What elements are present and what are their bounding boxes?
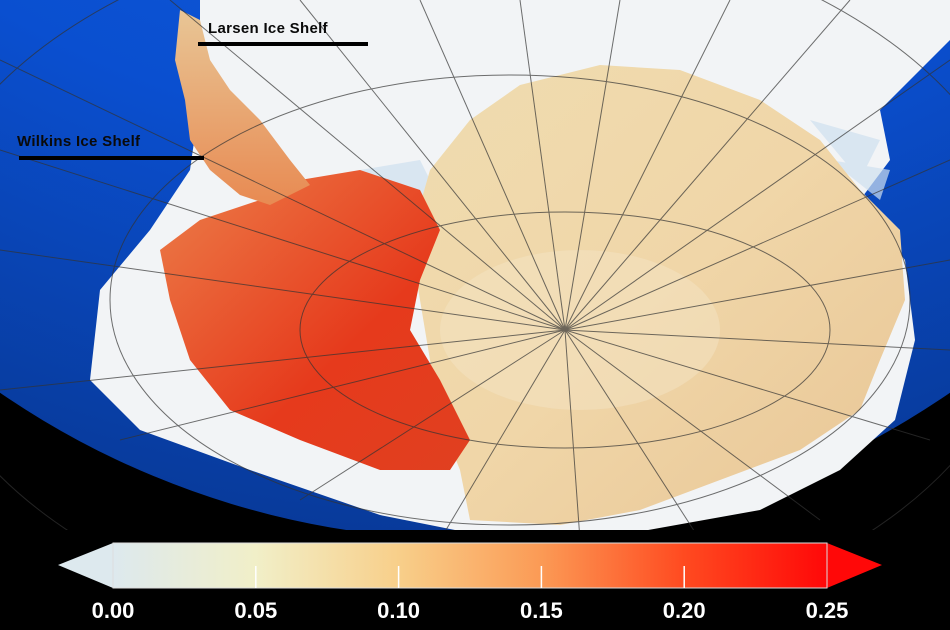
- antarctic-peninsula: [175, 10, 310, 205]
- colorbar-low-extend: [58, 543, 113, 588]
- wilkins-ice-shelf-label: Wilkins Ice Shelf: [17, 133, 141, 150]
- colorbar-tick-label: 0.10: [377, 598, 421, 623]
- colorbar: [58, 542, 882, 589]
- west-antarctica: [160, 170, 470, 470]
- wilkins-ice-shelf-leader: [19, 156, 204, 160]
- colorbar-tick-label: 0.20: [662, 598, 706, 623]
- colorbar-tick-label: 0.15: [519, 598, 563, 623]
- colorbar-gradient: [112, 542, 828, 589]
- colorbar-tick-label: 0.05: [234, 598, 278, 623]
- pole-shading: [440, 250, 720, 410]
- colorbar-high-extend: [827, 543, 882, 588]
- larsen-ice-shelf-leader: [198, 42, 368, 46]
- colorbar-tick-label: 0.00: [91, 598, 135, 623]
- colorbar-tick-label: 0.25: [805, 598, 849, 623]
- larsen-ice-shelf-label: Larsen Ice Shelf: [208, 20, 328, 37]
